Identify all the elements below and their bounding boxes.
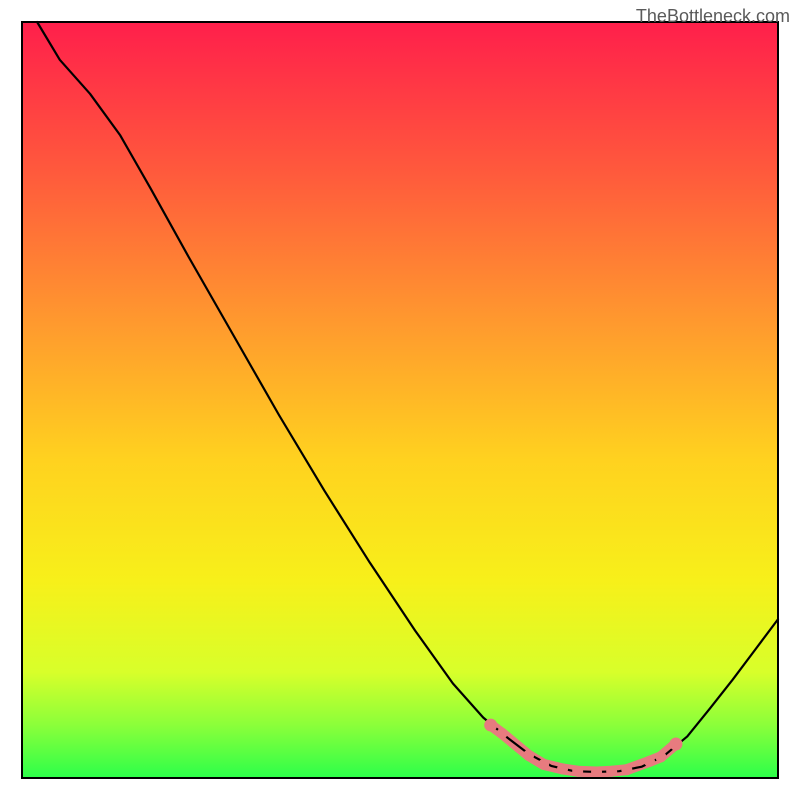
- marker-dot: [539, 759, 549, 769]
- chart-container: TheBottleneck.com: [0, 0, 800, 800]
- marker-dot: [573, 766, 583, 776]
- marker-dot: [592, 767, 602, 777]
- marker-dot: [644, 756, 654, 766]
- marker-dot: [656, 752, 666, 762]
- marker-dot: [558, 764, 568, 774]
- marker-endcap: [669, 737, 682, 750]
- marker-dot: [622, 765, 632, 775]
- marker-dot: [524, 750, 534, 760]
- marker-dot: [607, 766, 617, 776]
- marker-dot: [497, 728, 507, 738]
- plot-background: [22, 22, 778, 778]
- marker-endcap: [484, 719, 497, 732]
- bottleneck-curve-chart: [0, 0, 800, 800]
